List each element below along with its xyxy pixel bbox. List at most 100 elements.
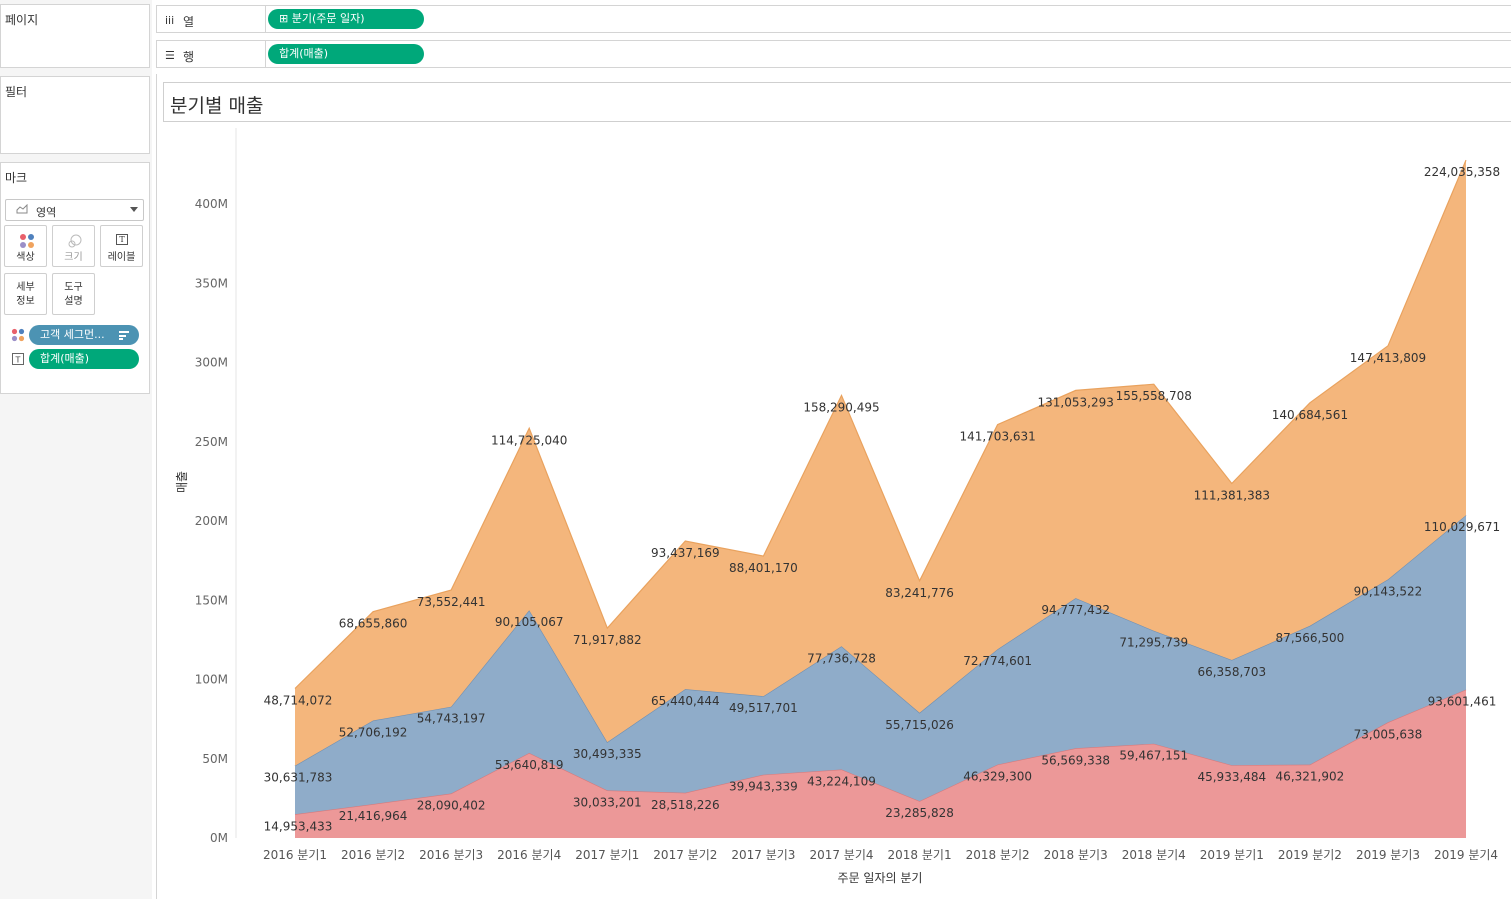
x-tick-label: 2016 분기4 — [497, 848, 561, 862]
area-top[interactable] — [295, 160, 1466, 766]
data-label: 71,917,882 — [573, 633, 642, 647]
shelf-divider — [265, 6, 266, 33]
color-button[interactable]: 색상 — [4, 225, 47, 267]
data-label: 39,943,339 — [729, 780, 798, 794]
y-tick-label: 50M — [202, 752, 228, 766]
x-tick-label: 2017 분기2 — [653, 848, 717, 862]
tooltip-button[interactable]: 도구 설명 — [52, 273, 95, 315]
x-tick-label: 2018 분기1 — [888, 848, 952, 862]
data-label: 46,329,300 — [963, 770, 1032, 784]
filters-card[interactable]: 필터 — [0, 76, 150, 154]
columns-shelf-label: 열 — [183, 15, 195, 29]
data-label: 73,005,638 — [1354, 727, 1423, 741]
x-tick-label: 2018 분기4 — [1122, 848, 1186, 862]
size-button[interactable]: 크기 — [52, 225, 95, 267]
customer-segment-pill[interactable]: 고객 세그먼... — [29, 325, 139, 345]
tooltip-button-line1: 도구 — [64, 282, 83, 293]
area-middle[interactable] — [295, 515, 1466, 815]
quarter-order-date-pill-label: ⊞ 분기(주문 일자) — [279, 12, 365, 25]
data-label: 56,569,338 — [1041, 753, 1110, 767]
sum-sales-pill[interactable]: 합계(매출) — [268, 44, 424, 64]
data-label: 30,493,335 — [573, 747, 642, 761]
data-label: 93,601,461 — [1428, 695, 1497, 709]
label-button-label: 레이블 — [107, 252, 136, 263]
data-label: 72,774,601 — [963, 654, 1032, 668]
data-label: 90,105,067 — [495, 615, 564, 629]
quarter-order-date-pill[interactable]: ⊞ 분기(주문 일자) — [268, 9, 424, 29]
y-tick-label: 200M — [195, 514, 228, 528]
label-field-icon: T — [11, 352, 25, 366]
color-dots-icon — [19, 233, 35, 249]
sum-sales-label-pill-text: 합계(매출) — [40, 352, 90, 365]
data-label: 28,090,402 — [417, 798, 486, 812]
chart-title-box[interactable]: 분기별 매출 — [163, 82, 1511, 122]
x-tick-label: 2016 분기3 — [419, 848, 483, 862]
data-label: 93,437,169 — [651, 546, 720, 560]
data-label: 21,416,964 — [339, 809, 408, 823]
data-label: 90,143,522 — [1354, 584, 1423, 598]
detail-button[interactable]: 세부 정보 — [4, 273, 47, 315]
y-tick-label: 150M — [195, 593, 228, 607]
mark-type-label: 영역 — [36, 206, 57, 219]
y-tick-label: 0M — [210, 831, 228, 845]
data-label: 88,401,170 — [729, 561, 798, 575]
data-label: 77,736,728 — [807, 651, 876, 665]
x-tick-label: 2019 분기1 — [1200, 848, 1264, 862]
data-label: 55,715,026 — [885, 718, 954, 732]
area-bottom[interactable] — [295, 689, 1466, 838]
sum-sales-label-pill[interactable]: 합계(매출) — [29, 349, 139, 369]
x-tick-label: 2016 분기1 — [263, 848, 327, 862]
data-label: 46,321,902 — [1276, 770, 1345, 784]
x-tick-label: 2016 분기2 — [341, 848, 405, 862]
data-label: 23,285,828 — [885, 806, 954, 820]
area-chart-icon — [16, 203, 28, 217]
data-label: 140,684,561 — [1272, 408, 1348, 422]
data-label: 73,552,441 — [417, 595, 486, 609]
chart-title: 분기별 매출 — [170, 95, 264, 117]
data-label: 54,743,197 — [417, 712, 486, 726]
data-label: 114,725,040 — [491, 433, 567, 447]
data-label: 65,440,444 — [651, 694, 720, 708]
data-label: 111,381,383 — [1194, 488, 1270, 502]
x-tick-label: 2019 분기4 — [1434, 848, 1498, 862]
color-button-label: 색상 — [16, 252, 35, 263]
customer-segment-pill-label: 고객 세그먼... — [40, 328, 105, 341]
mark-type-dropdown[interactable]: 영역 — [5, 199, 144, 221]
rows-shelf[interactable]: ☰ 행 합계(매출) — [156, 40, 1511, 68]
data-label: 59,467,151 — [1119, 749, 1188, 763]
size-icon — [68, 234, 82, 248]
data-label: 30,631,783 — [264, 771, 333, 785]
data-label: 155,558,708 — [1116, 389, 1192, 403]
data-label: 147,413,809 — [1350, 351, 1426, 365]
pages-card[interactable]: 페이지 — [0, 4, 150, 68]
columns-shelf[interactable]: iii 열 ⊞ 분기(주문 일자) — [156, 5, 1511, 33]
pages-title: 페이지 — [5, 13, 39, 27]
x-tick-label: 2019 분기2 — [1278, 848, 1342, 862]
y-tick-label: 300M — [195, 356, 228, 370]
tooltip-button-line2: 설명 — [64, 296, 83, 307]
rows-icon: ☰ — [165, 49, 175, 62]
y-tick-label: 350M — [195, 276, 228, 290]
data-label: 68,655,860 — [339, 617, 408, 631]
data-label: 53,640,819 — [495, 758, 564, 772]
data-label: 71,295,739 — [1119, 636, 1188, 650]
detail-button-line2: 정보 — [16, 296, 35, 307]
marks-card: 마크 영역 색상 크 — [0, 162, 150, 394]
marks-title: 마크 — [5, 171, 28, 185]
data-label: 158,290,495 — [803, 400, 879, 414]
text-label-icon: T — [116, 234, 128, 245]
label-button[interactable]: T 레이블 — [100, 225, 143, 267]
data-label: 52,706,192 — [339, 726, 408, 740]
data-label: 28,518,226 — [651, 798, 720, 812]
x-tick-label: 2017 분기4 — [809, 848, 873, 862]
x-tick-label: 2017 분기3 — [731, 848, 795, 862]
columns-icon: iii — [165, 14, 175, 27]
data-label: 224,035,358 — [1424, 165, 1500, 179]
data-label: 45,933,484 — [1197, 770, 1266, 784]
sort-icon — [119, 331, 129, 340]
x-tick-label: 2019 분기3 — [1356, 848, 1420, 862]
x-tick-label: 2018 분기3 — [1044, 848, 1108, 862]
data-label: 48,714,072 — [264, 694, 333, 708]
